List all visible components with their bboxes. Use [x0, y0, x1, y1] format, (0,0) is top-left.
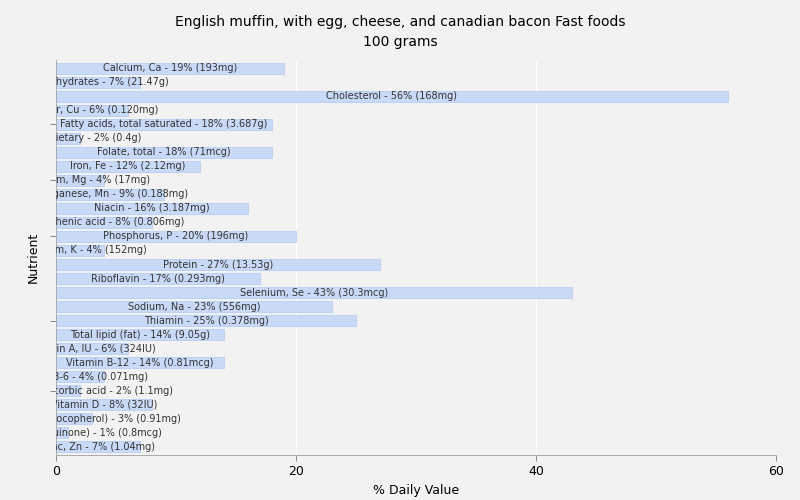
Text: Selenium, Se - 43% (30.3mcg): Selenium, Se - 43% (30.3mcg) — [240, 288, 388, 298]
Text: Zinc, Zn - 7% (1.04mg): Zinc, Zn - 7% (1.04mg) — [42, 442, 154, 452]
Bar — [56, 315, 356, 326]
Bar — [56, 385, 80, 396]
Text: Total lipid (fat) - 14% (9.05g): Total lipid (fat) - 14% (9.05g) — [70, 330, 210, 340]
Bar — [56, 357, 224, 368]
Bar — [56, 399, 152, 410]
Bar — [56, 202, 248, 214]
Text: Fiber, total dietary - 2% (0.4g): Fiber, total dietary - 2% (0.4g) — [0, 134, 142, 143]
Bar — [56, 230, 296, 242]
Text: English muffin, with egg, cheese, and canadian bacon Fast foods: English muffin, with egg, cheese, and ca… — [174, 15, 626, 29]
Bar — [56, 132, 80, 144]
Text: Folate, total - 18% (71mcg): Folate, total - 18% (71mcg) — [97, 148, 231, 158]
Bar — [56, 301, 332, 312]
Bar — [56, 287, 572, 298]
Bar — [56, 118, 272, 130]
Bar — [56, 441, 140, 452]
Text: Potassium, K - 4% (152mg): Potassium, K - 4% (152mg) — [14, 246, 146, 256]
Bar — [56, 427, 68, 438]
Text: 100 grams: 100 grams — [362, 35, 438, 49]
Text: Vitamin C, total ascorbic acid - 2% (1.1mg): Vitamin C, total ascorbic acid - 2% (1.1… — [0, 386, 173, 396]
Bar — [56, 104, 128, 116]
X-axis label: % Daily Value: % Daily Value — [373, 484, 459, 497]
Bar — [56, 160, 200, 172]
Text: Vitamin B-6 - 4% (0.071mg): Vitamin B-6 - 4% (0.071mg) — [12, 372, 148, 382]
Bar — [56, 329, 224, 340]
Bar — [56, 188, 164, 200]
Text: Pantothenic acid - 8% (0.806mg): Pantothenic acid - 8% (0.806mg) — [24, 218, 184, 228]
Text: Riboflavin - 17% (0.293mg): Riboflavin - 17% (0.293mg) — [91, 274, 225, 283]
Y-axis label: Nutrient: Nutrient — [27, 232, 40, 283]
Bar — [56, 273, 260, 284]
Text: Cholesterol - 56% (168mg): Cholesterol - 56% (168mg) — [326, 92, 458, 102]
Text: Vitamin E (alpha-tocopherol) - 3% (0.91mg): Vitamin E (alpha-tocopherol) - 3% (0.91m… — [0, 414, 181, 424]
Text: Phosphorus, P - 20% (196mg): Phosphorus, P - 20% (196mg) — [103, 232, 249, 241]
Bar — [56, 413, 92, 424]
Text: Protein - 27% (13.53g): Protein - 27% (13.53g) — [163, 260, 273, 270]
Bar — [56, 343, 128, 354]
Text: Manganese, Mn - 9% (0.188mg): Manganese, Mn - 9% (0.188mg) — [32, 190, 188, 200]
Text: Copper, Cu - 6% (0.120mg): Copper, Cu - 6% (0.120mg) — [26, 106, 158, 116]
Bar — [56, 90, 728, 102]
Text: Vitamin D - 8% (32IU): Vitamin D - 8% (32IU) — [51, 400, 157, 409]
Bar — [56, 371, 104, 382]
Bar — [56, 62, 284, 74]
Text: Carbohydrates - 7% (21.47g): Carbohydrates - 7% (21.47g) — [27, 78, 169, 88]
Bar — [56, 76, 140, 88]
Text: Sodium, Na - 23% (556mg): Sodium, Na - 23% (556mg) — [128, 302, 260, 312]
Text: Calcium, Ca - 19% (193mg): Calcium, Ca - 19% (193mg) — [103, 64, 237, 74]
Text: Vitamin B-12 - 14% (0.81mcg): Vitamin B-12 - 14% (0.81mcg) — [66, 358, 214, 368]
Text: Vitamin K (phylloquinone) - 1% (0.8mcg): Vitamin K (phylloquinone) - 1% (0.8mcg) — [0, 428, 162, 438]
Text: Vitamin A, IU - 6% (324IU): Vitamin A, IU - 6% (324IU) — [28, 344, 156, 353]
Text: Thiamin - 25% (0.378mg): Thiamin - 25% (0.378mg) — [144, 316, 268, 326]
Bar — [56, 216, 152, 228]
Text: Magnesium, Mg - 4% (17mg): Magnesium, Mg - 4% (17mg) — [10, 176, 150, 186]
Text: Niacin - 16% (3.187mg): Niacin - 16% (3.187mg) — [94, 204, 210, 214]
Bar — [56, 146, 272, 158]
Bar — [56, 259, 380, 270]
Bar — [56, 174, 104, 186]
Text: Iron, Fe - 12% (2.12mg): Iron, Fe - 12% (2.12mg) — [70, 162, 186, 172]
Bar — [56, 245, 104, 256]
Text: Fatty acids, total saturated - 18% (3.687g): Fatty acids, total saturated - 18% (3.68… — [60, 120, 268, 130]
